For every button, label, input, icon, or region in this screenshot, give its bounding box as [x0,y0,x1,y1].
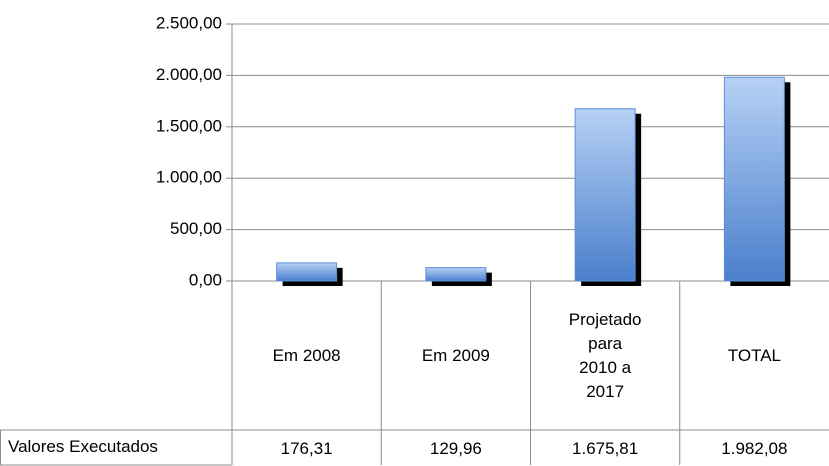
bar [574,108,636,282]
y-tick-label: 1.000,00 [156,168,222,187]
data-table-value: 129,96 [430,439,482,458]
y-tick-label: 1.500,00 [156,116,222,135]
bar [425,267,487,282]
x-tick-label: Projetado para 2010 a 2017 [568,309,642,401]
x-tick-label: Em 2009 [421,345,490,365]
y-tick-label: 2.500,00 [156,13,222,32]
y-tick-label: 0,00 [189,270,222,289]
data-table-value: 1.982,08 [721,439,787,458]
y-tick-label: 2.000,00 [156,65,222,84]
legend-label: Valores Executados [8,437,158,456]
x-tick-label: TOTAL [727,345,781,365]
data-table-value: 1.675,81 [572,439,638,458]
bar [276,262,338,282]
bar [723,76,785,282]
data-table-value: 176,31 [281,439,333,458]
y-tick-label: 500,00 [170,219,222,238]
x-tick-label: Em 2008 [272,345,341,365]
